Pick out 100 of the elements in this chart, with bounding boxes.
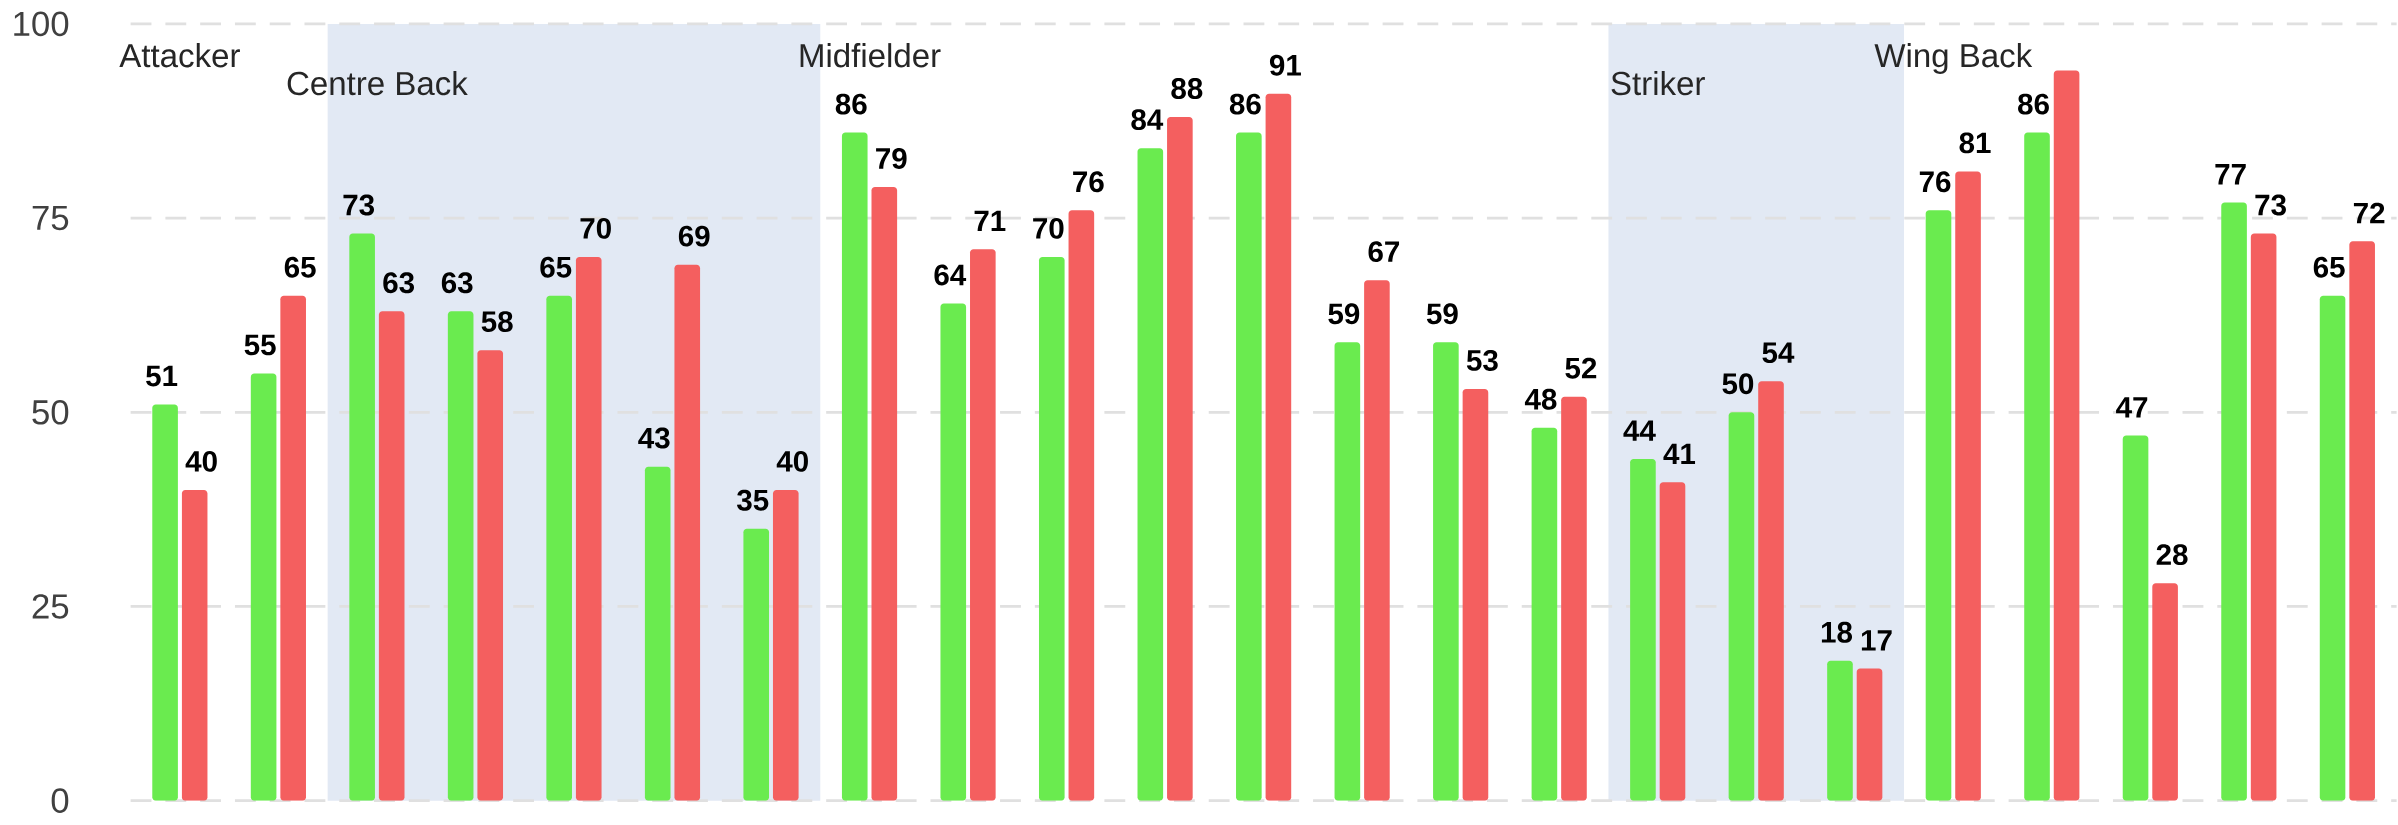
data-label: 65 xyxy=(540,256,572,278)
bar xyxy=(1758,381,1784,801)
data-label: 79 xyxy=(876,148,907,170)
data-label: 41 xyxy=(1663,443,1696,465)
y-tick-label: 25 xyxy=(32,594,69,619)
bar xyxy=(1561,396,1587,801)
data-label: 51 xyxy=(146,366,178,387)
bar xyxy=(477,350,504,801)
bar xyxy=(743,529,770,801)
data-label: 18 xyxy=(1821,622,1853,643)
data-label: 63 xyxy=(383,272,415,294)
bar xyxy=(841,132,868,801)
data-label: 65 xyxy=(284,256,316,278)
data-label: 72 xyxy=(2353,202,2385,224)
bar xyxy=(575,257,602,801)
bar xyxy=(1364,280,1390,801)
data-label: 70 xyxy=(580,218,611,240)
data-label: 43 xyxy=(638,427,670,449)
bar xyxy=(378,311,405,801)
data-label: 81 xyxy=(1959,132,1991,154)
data-label: 76 xyxy=(1919,171,1951,193)
bar xyxy=(2024,132,2050,801)
data-label: 54 xyxy=(1762,342,1795,364)
y-tick-label: 0 xyxy=(51,788,69,814)
data-label: 91 xyxy=(1269,55,1301,76)
bar xyxy=(2319,295,2346,801)
data-label: 17 xyxy=(1861,630,1892,651)
data-label: 52 xyxy=(1565,357,1597,379)
bar xyxy=(1728,412,1755,801)
data-label: 44 xyxy=(1623,420,1656,442)
data-label: 67 xyxy=(1368,241,1400,263)
bar xyxy=(1137,148,1164,801)
bar xyxy=(674,264,701,801)
data-label: 76 xyxy=(1073,171,1104,193)
data-label: 40 xyxy=(185,451,217,473)
bar xyxy=(871,187,898,801)
x-tick-label: Wing Back xyxy=(1874,43,2033,75)
data-label: 86 xyxy=(835,93,867,115)
data-label: 58 xyxy=(481,311,513,333)
y-tick-label: 100 xyxy=(14,11,69,37)
data-label: 73 xyxy=(343,194,375,216)
bar xyxy=(1236,132,1262,801)
bar xyxy=(250,373,277,801)
bar xyxy=(1167,117,1193,801)
data-label: 64 xyxy=(934,264,967,286)
bar xyxy=(447,311,474,801)
bar xyxy=(181,490,208,801)
data-label: 28 xyxy=(2156,544,2188,566)
bar xyxy=(2349,241,2375,801)
x-tick-label: Striker xyxy=(1611,71,1705,96)
data-label: 59 xyxy=(1328,303,1360,325)
bar xyxy=(1827,661,1853,801)
data-label: 35 xyxy=(736,489,769,511)
data-label: 48 xyxy=(1524,389,1557,410)
data-label: 59 xyxy=(1426,303,1458,325)
bar xyxy=(152,404,178,801)
bar xyxy=(1630,459,1656,801)
data-label: 71 xyxy=(974,210,1006,232)
bar xyxy=(2152,583,2178,801)
bar xyxy=(1925,210,1952,801)
data-label: 47 xyxy=(2116,397,2148,418)
x-tick-label: Centre Back xyxy=(287,71,468,96)
y-tick-label: 50 xyxy=(32,400,69,425)
bar xyxy=(1955,171,1981,801)
data-label: 40 xyxy=(776,451,808,473)
data-label: 73 xyxy=(2255,194,2286,216)
data-label: 65 xyxy=(2313,256,2345,278)
bar xyxy=(1659,482,1686,801)
y-tick-label: 75 xyxy=(32,206,69,231)
bar xyxy=(2122,435,2149,801)
bar xyxy=(1531,428,1558,801)
bar xyxy=(2221,202,2247,801)
data-label: 50 xyxy=(1722,373,1754,395)
data-label: 70 xyxy=(1033,218,1064,240)
bar xyxy=(772,490,799,801)
x-tick-label: Attacker xyxy=(119,43,240,68)
bar xyxy=(546,295,572,801)
bar xyxy=(940,303,967,801)
data-label: 53 xyxy=(1466,350,1498,372)
data-label: 84 xyxy=(1131,109,1164,131)
bar xyxy=(2250,233,2277,801)
bar xyxy=(1265,94,1292,801)
bar xyxy=(349,233,375,801)
data-label: 86 xyxy=(2018,93,2049,115)
data-label: 86 xyxy=(1229,93,1261,115)
bar xyxy=(2053,70,2080,801)
bar xyxy=(280,295,306,801)
bar xyxy=(1856,668,1883,801)
data-label: 77 xyxy=(2215,164,2246,185)
data-label: 55 xyxy=(244,334,276,356)
bar xyxy=(644,466,671,801)
x-tick-label: Midfielder xyxy=(800,43,941,68)
bar xyxy=(1462,389,1489,801)
data-label: 69 xyxy=(678,225,710,247)
data-label: 63 xyxy=(441,272,473,294)
bar xyxy=(1433,342,1459,801)
bar xyxy=(1068,210,1095,801)
bar xyxy=(970,249,996,801)
data-label: 88 xyxy=(1171,78,1203,100)
bar xyxy=(1334,342,1361,801)
